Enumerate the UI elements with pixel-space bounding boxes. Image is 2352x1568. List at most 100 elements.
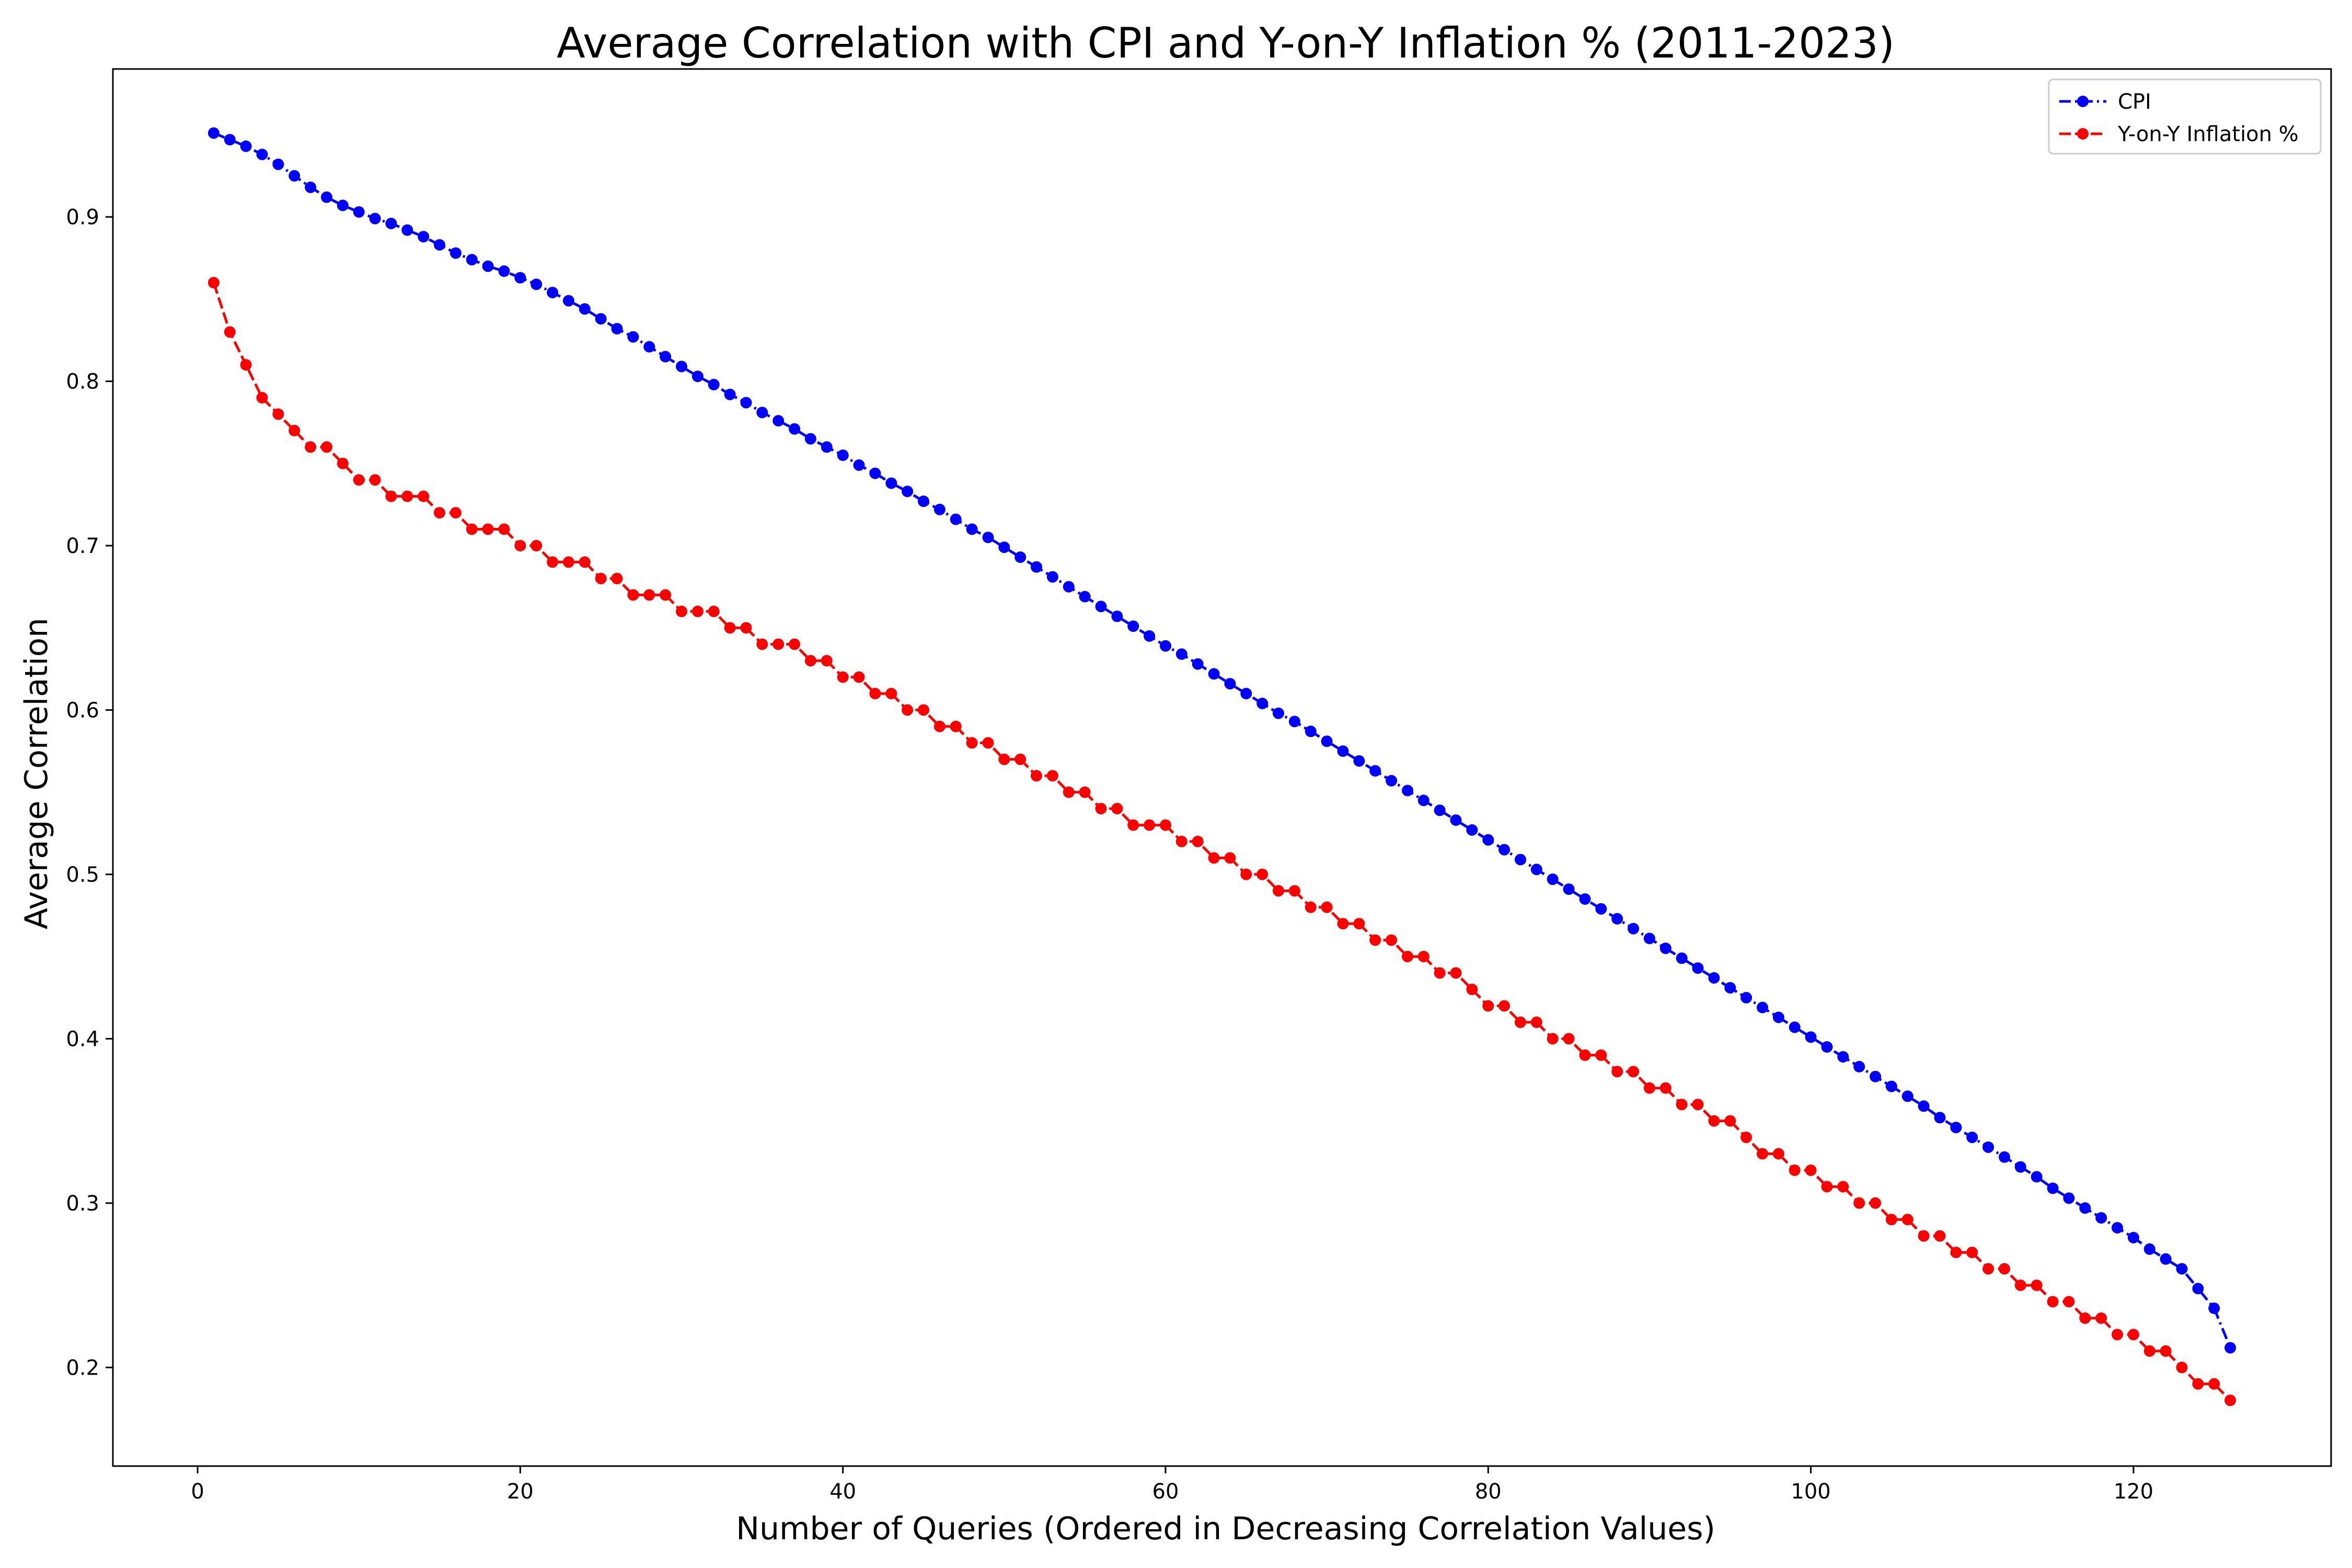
data-point-cpi	[2127, 1231, 2139, 1243]
data-point-cpi	[676, 361, 687, 373]
data-point-cpi	[2112, 1222, 2123, 1233]
data-point-cpi	[1547, 873, 1559, 885]
data-point-y-on-y-inflation	[837, 671, 849, 683]
data-point-y-on-y-inflation	[547, 556, 559, 568]
data-point-y-on-y-inflation	[998, 753, 1010, 765]
y-axis-label: Average Correlation	[18, 618, 55, 929]
data-point-y-on-y-inflation	[627, 589, 639, 601]
data-point-y-on-y-inflation	[853, 671, 865, 683]
x-axis-label: Number of Queries (Ordered in Decreasing…	[736, 1511, 1715, 1547]
data-point-y-on-y-inflation	[773, 638, 785, 650]
data-point-y-on-y-inflation	[562, 556, 574, 568]
x-tick-label: 0	[191, 1480, 204, 1504]
data-point-cpi	[1417, 794, 1429, 806]
data-point-y-on-y-inflation	[1934, 1230, 1946, 1242]
data-point-y-on-y-inflation	[2127, 1329, 2139, 1341]
data-point-y-on-y-inflation	[1482, 1000, 1494, 1012]
data-point-y-on-y-inflation	[982, 737, 994, 749]
data-point-cpi	[1450, 814, 1462, 826]
data-point-y-on-y-inflation	[1595, 1049, 1607, 1061]
data-point-cpi	[1708, 972, 1720, 984]
data-point-y-on-y-inflation	[1466, 984, 1478, 995]
data-point-cpi	[1789, 1021, 1801, 1033]
data-point-y-on-y-inflation	[1160, 819, 1171, 831]
data-point-y-on-y-inflation	[498, 523, 510, 535]
data-point-y-on-y-inflation	[885, 688, 897, 699]
data-point-cpi	[1144, 630, 1156, 642]
data-point-cpi	[1530, 863, 1542, 875]
data-point-y-on-y-inflation	[1031, 770, 1042, 782]
data-point-cpi	[1321, 735, 1333, 747]
series-cpi	[207, 127, 2236, 1354]
data-point-cpi	[1724, 982, 1736, 994]
data-point-cpi	[1160, 640, 1171, 652]
data-point-y-on-y-inflation	[256, 391, 268, 403]
data-point-cpi	[449, 247, 462, 259]
data-point-y-on-y-inflation	[1175, 836, 1187, 847]
data-point-cpi	[2063, 1192, 2075, 1204]
data-point-cpi	[1402, 785, 1413, 797]
data-point-y-on-y-inflation	[1046, 770, 1058, 782]
data-point-cpi	[2095, 1212, 2107, 1224]
data-point-y-on-y-inflation	[1708, 1115, 1720, 1127]
data-point-y-on-y-inflation	[1950, 1247, 1962, 1259]
data-point-y-on-y-inflation	[207, 276, 220, 289]
y-tick-label: 0.3	[66, 1192, 99, 1216]
data-point-cpi	[1498, 844, 1511, 856]
data-point-cpi	[837, 449, 849, 461]
data-point-y-on-y-inflation	[1288, 885, 1300, 897]
data-point-y-on-y-inflation	[756, 638, 768, 650]
data-point-cpi	[1288, 716, 1300, 728]
data-point-cpi	[1692, 962, 1704, 974]
legend-label: CPI	[2118, 90, 2151, 114]
data-point-cpi	[2160, 1253, 2172, 1265]
data-point-cpi	[1386, 775, 1398, 787]
data-point-cpi	[1757, 1001, 1768, 1013]
data-point-y-on-y-inflation	[1789, 1165, 1801, 1176]
data-point-y-on-y-inflation	[1772, 1148, 1784, 1160]
data-point-cpi	[1901, 1090, 1913, 1102]
data-point-y-on-y-inflation	[1611, 1066, 1623, 1078]
data-point-y-on-y-inflation	[1740, 1132, 1753, 1144]
series-y-on-y-inflation	[207, 276, 2236, 1406]
series-layer	[207, 127, 2236, 1406]
data-point-cpi	[804, 433, 816, 445]
data-point-y-on-y-inflation	[1386, 934, 1398, 946]
data-point-y-on-y-inflation	[2208, 1378, 2220, 1390]
y-tick-label: 0.7	[66, 534, 99, 558]
data-point-cpi	[595, 313, 607, 325]
data-point-y-on-y-inflation	[449, 507, 462, 519]
data-point-cpi	[1031, 561, 1042, 573]
x-tick-label: 120	[2114, 1480, 2153, 1504]
data-point-cpi	[2031, 1171, 2043, 1183]
data-point-y-on-y-inflation	[933, 720, 946, 732]
legend-box	[2048, 78, 2322, 155]
data-point-cpi	[1772, 1011, 1784, 1023]
data-point-y-on-y-inflation	[691, 605, 704, 617]
data-point-y-on-y-inflation	[531, 540, 543, 551]
data-point-cpi	[756, 407, 768, 419]
data-point-y-on-y-inflation	[1321, 901, 1333, 913]
data-point-cpi	[1192, 658, 1204, 670]
data-point-cpi	[789, 423, 801, 435]
data-point-y-on-y-inflation	[2063, 1296, 2075, 1308]
y-tick-label: 0.6	[66, 698, 99, 722]
data-point-y-on-y-inflation	[676, 605, 687, 617]
data-point-y-on-y-inflation	[1837, 1181, 1849, 1193]
data-point-y-on-y-inflation	[305, 441, 317, 453]
data-point-y-on-y-inflation	[579, 556, 591, 568]
data-point-cpi	[2079, 1202, 2091, 1214]
data-point-cpi	[998, 541, 1010, 554]
data-point-y-on-y-inflation	[1450, 967, 1462, 979]
data-point-y-on-y-inflation	[1208, 852, 1220, 864]
data-point-cpi	[1659, 942, 1671, 954]
data-point-y-on-y-inflation	[337, 457, 349, 469]
data-point-cpi	[950, 513, 962, 525]
data-point-cpi	[1175, 648, 1187, 660]
data-point-y-on-y-inflation	[869, 688, 881, 699]
data-point-y-on-y-inflation	[789, 638, 801, 650]
data-point-cpi	[1434, 804, 1446, 816]
data-point-y-on-y-inflation	[1901, 1214, 1913, 1226]
data-point-cpi	[385, 217, 397, 229]
